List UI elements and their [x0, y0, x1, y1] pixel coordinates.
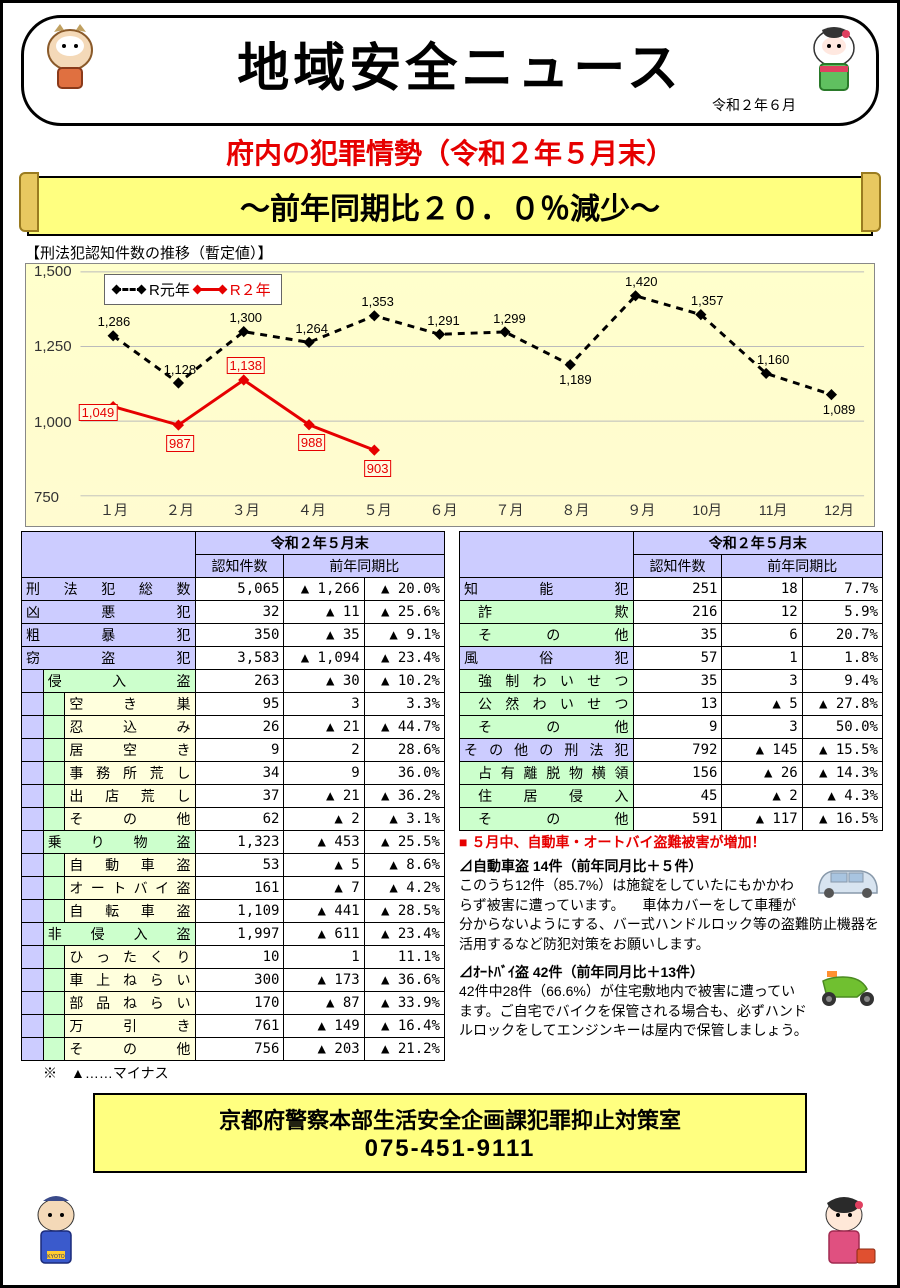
table-row: その他591▲ 117▲ 16.5%: [460, 808, 883, 831]
table-row: 忍込み26▲ 21▲ 44.7%: [22, 716, 445, 739]
table-row: 車上ねらい300▲ 173▲ 36.6%: [22, 969, 445, 992]
bike-icon: [813, 963, 883, 1007]
table-row: 侵入盗263▲ 30▲ 10.2%: [22, 670, 445, 693]
table-row: ひったくり10111.1%: [22, 946, 445, 969]
chart-xtick: ３月: [232, 500, 260, 520]
chart-svg: [26, 264, 874, 526]
table-row: 強制わいせつ3539.4%: [460, 670, 883, 693]
table-row: 居空き9228.6%: [22, 739, 445, 762]
chart-r1-point-label: 1,128: [164, 362, 197, 377]
chart-r1-point-label: 1,300: [230, 310, 263, 325]
table-row: 公然わいせつ13▲ 5▲ 27.8%: [460, 693, 883, 716]
info-title: ５月中、自動車・オートバイ盗難被害が増加！: [459, 833, 883, 853]
info-car: ⊿自動車盗 14件（前年同月比＋５件） このうち12件（85.7%）は施錠をして…: [459, 857, 883, 955]
chart-r1-point-label: 1,160: [757, 352, 790, 367]
chart-xtick: ５月: [364, 500, 392, 520]
subtitle: 府内の犯罪情勢（令和２年５月末）: [3, 132, 897, 172]
info-bike-body: 42件中28件（66.6%）が住宅敷地内で被害に遭っています。ご自宅でバイクを保…: [459, 983, 808, 1038]
scroll-cap-left-icon: [19, 172, 39, 232]
info-car-head: ⊿自動車盗 14件（前年同月比＋５件）: [459, 858, 702, 874]
table-left: 令和２年５月末認知件数前年同期比刑法犯総数5,065▲ 1,266▲ 20.0%…: [21, 531, 445, 1061]
chart-ytick: 1,000: [34, 414, 72, 431]
page-title: 地域安全ニュース: [114, 26, 806, 101]
chart-r2-point-label: 903: [364, 460, 392, 477]
table-row: 窃盗犯3,583▲ 1,094▲ 23.4%: [22, 647, 445, 670]
chart-r1-point-label: 1,189: [559, 372, 592, 387]
chart-r1-point-label: 1,291: [427, 313, 460, 328]
chart-r1-point-label: 1,089: [823, 402, 856, 417]
chart-xtick: ６月: [430, 500, 458, 520]
banner-wrap: ～前年同期比２０．０％減少～: [27, 176, 873, 236]
chart-r1-point-label: 1,420: [625, 274, 658, 289]
chart-xtick: ９月: [627, 500, 655, 520]
table-row: 出店荒し37▲ 21▲ 36.2%: [22, 785, 445, 808]
chart-xtick: ４月: [298, 500, 326, 520]
chart-xtick: 10月: [692, 500, 722, 520]
chart-ytick: 1,250: [34, 338, 72, 355]
footer-mascot-left-icon: KYOTO: [21, 1193, 91, 1273]
table-row: 知能犯251187.7%: [460, 578, 883, 601]
table-row: 粗暴犯350▲ 35▲ 9.1%: [22, 624, 445, 647]
tables-row: 令和２年５月末認知件数前年同期比刑法犯総数5,065▲ 1,266▲ 20.0%…: [21, 531, 879, 1085]
chart-label: 【刑法犯認知件数の推移（暫定値）】: [25, 242, 875, 263]
table-row: 事務所荒し34936.0%: [22, 762, 445, 785]
table-row: その他35620.7%: [460, 624, 883, 647]
mascot-left-icon: [34, 22, 106, 94]
car-icon: [813, 857, 883, 901]
table-header-row: 令和２年５月末: [460, 532, 883, 555]
chart-r1-point-label: 1,264: [295, 321, 328, 336]
footer-tel: 075-451-9111: [95, 1135, 805, 1163]
chart-ytick: 750: [34, 489, 59, 506]
table-row: 住居侵入45▲ 2▲ 4.3%: [460, 785, 883, 808]
chart-r1-point-label: 1,299: [493, 311, 526, 326]
table-row: 詐欺216125.9%: [460, 601, 883, 624]
chart-r2-point-label: 1,049: [79, 404, 118, 421]
table-row: その他9350.0%: [460, 716, 883, 739]
table-right: 令和２年５月末認知件数前年同期比知能犯251187.7%詐欺216125.9%そ…: [459, 531, 883, 831]
chart-area: R元年 R２年 7501,0001,2501,500１月２月３月４月５月６月７月…: [25, 263, 875, 527]
table-row: 凶悪犯32▲ 11▲ 25.6%: [22, 601, 445, 624]
table-row: 空き巣9533.3%: [22, 693, 445, 716]
table-row: 乗り物盗1,323▲ 453▲ 25.5%: [22, 831, 445, 854]
info-box: ５月中、自動車・オートバイ盗難被害が増加！ ⊿自動車盗 14件（前年同月比＋５件…: [459, 831, 883, 1049]
table-row: 自転車盗1,109▲ 441▲ 28.5%: [22, 900, 445, 923]
table-row: 占有離脱物横領156▲ 26▲ 14.3%: [460, 762, 883, 785]
chart-xtick: ７月: [495, 500, 523, 520]
table-row: 刑法犯総数5,065▲ 1,266▲ 20.0%: [22, 578, 445, 601]
chart-xtick: ８月: [561, 500, 589, 520]
svg-text:KYOTO: KYOTO: [47, 1254, 65, 1260]
footer-org: 京都府警察本部生活安全企画課犯罪抑止対策室: [95, 1103, 805, 1135]
footer-banner: 京都府警察本部生活安全企画課犯罪抑止対策室 075-451-9111: [93, 1093, 807, 1173]
table-row: 風俗犯5711.8%: [460, 647, 883, 670]
footer-mascot-right-icon: [809, 1193, 879, 1273]
info-bike-head: ⊿ｵｰﾄﾊﾞｲ盗 42件（前年同月比＋13件）: [459, 964, 704, 980]
table-row: 部品ねらい170▲ 87▲ 33.9%: [22, 992, 445, 1015]
chart-r2-point-label: 1,138: [227, 357, 266, 374]
chart-r1-point-label: 1,353: [361, 294, 394, 309]
chart-r2-point-label: 988: [298, 434, 326, 451]
chart-r2-point-label: 987: [166, 435, 194, 452]
table-row: 万引き761▲ 149▲ 16.4%: [22, 1015, 445, 1038]
table-header-row: 令和２年５月末: [22, 532, 445, 555]
info-bike: ⊿ｵｰﾄﾊﾞｲ盗 42件（前年同月比＋13件） 42件中28件（66.6%）が住…: [459, 963, 883, 1041]
scroll-cap-right-icon: [861, 172, 881, 232]
table-row: オートバイ盗161▲ 7▲ 4.2%: [22, 877, 445, 900]
footnote: ※ ▲……マイナス: [43, 1063, 423, 1083]
mascot-right-icon: [798, 22, 870, 94]
table-row: その他の刑法犯792▲ 145▲ 15.5%: [460, 739, 883, 762]
chart-xtick: ２月: [166, 500, 194, 520]
chart-xtick: 11月: [759, 500, 788, 520]
table-row: その他62▲ 2▲ 3.1%: [22, 808, 445, 831]
table-row: 自動車盗53▲ 5▲ 8.6%: [22, 854, 445, 877]
chart-ytick: 1,500: [34, 263, 72, 280]
table-row: その他756▲ 203▲ 21.2%: [22, 1038, 445, 1061]
chart-xtick: １月: [100, 500, 128, 520]
banner-text: ～前年同期比２０．０％減少～: [27, 176, 873, 236]
table-row: 非侵入盗1,997▲ 611▲ 23.4%: [22, 923, 445, 946]
header-box: 地域安全ニュース 令和２年６月: [21, 15, 879, 126]
chart-xtick: 12月: [824, 500, 854, 520]
chart-r1-point-label: 1,357: [691, 293, 724, 308]
chart-r1-point-label: 1,286: [98, 314, 131, 329]
